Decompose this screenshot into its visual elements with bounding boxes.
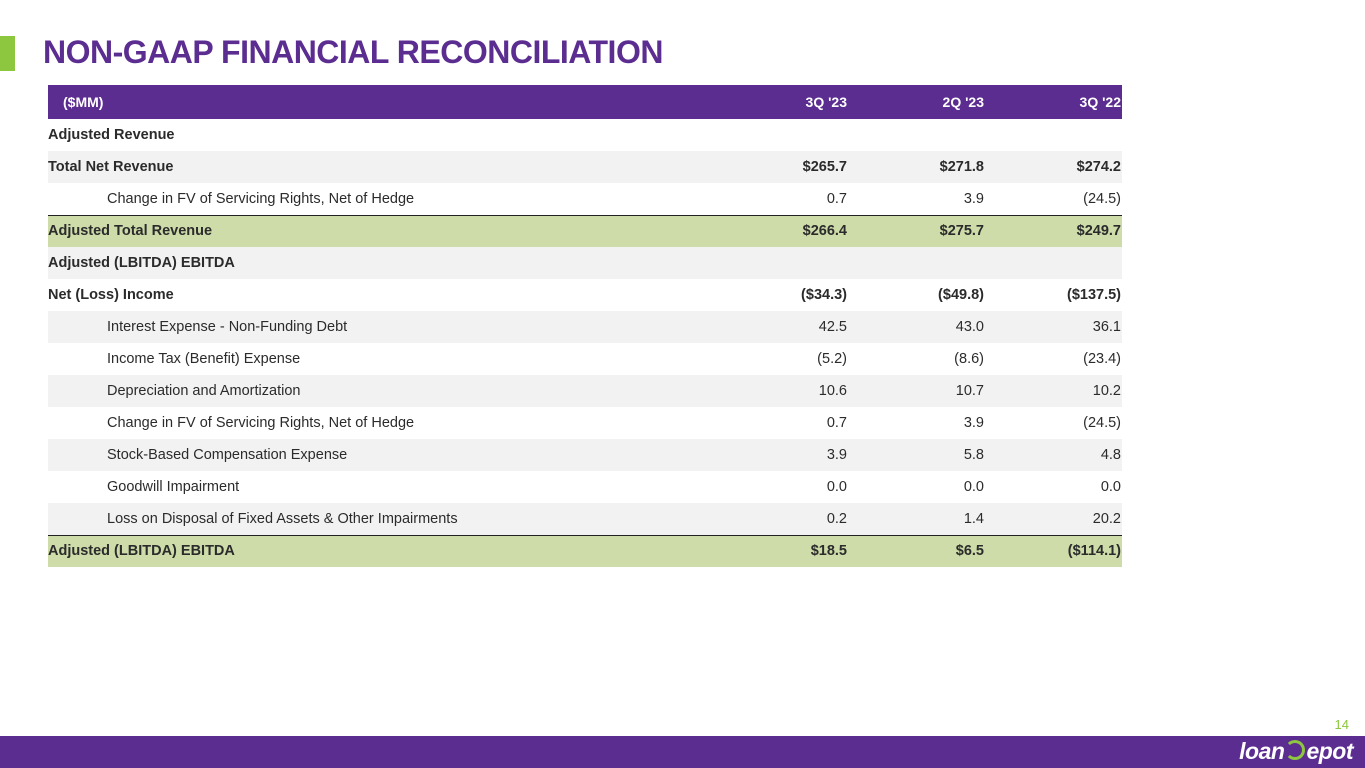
section-header-row: Adjusted (LBITDA) EBITDA (48, 247, 1122, 279)
row-value: 10.6 (818, 383, 847, 399)
row-value: 10.7 (955, 383, 984, 399)
row-value: 42.5 (818, 319, 847, 335)
logo-text-left: loan (1239, 738, 1285, 764)
row-value: ($49.8) (938, 287, 984, 303)
row-value: (24.5) (1083, 190, 1121, 207)
row-value: $275.7 (848, 214, 985, 247)
logo-text-right: epot (1306, 738, 1353, 764)
row-value (848, 247, 985, 279)
row-label: Change in FV of Servicing Rights, Net of… (107, 190, 415, 207)
table-row: Change in FV of Servicing Rights, Net of… (48, 407, 1122, 439)
column-header-3q22: 3Q '22 (1079, 94, 1121, 110)
row-value: ($137.5) (1066, 287, 1121, 303)
row-label: Adjusted Revenue (48, 127, 175, 143)
row-value: 0.7 (826, 190, 847, 207)
row-value: 0.0 (1100, 479, 1121, 495)
row-value: 0.2 (826, 510, 847, 527)
row-value (748, 247, 848, 279)
title-accent-bar (0, 36, 15, 71)
total-row: Adjusted (LBITDA) EBITDA $18.5 $6.5 ($11… (48, 534, 1122, 567)
table-row: Goodwill Impairment 0.0 0.0 0.0 (48, 471, 1122, 503)
table-header-row: ($MM) 3Q '23 2Q '23 3Q '22 (48, 85, 1122, 119)
section-header-row: Adjusted Revenue (48, 119, 1122, 151)
row-value: (8.6) (954, 351, 984, 367)
row-value: $274.2 (1076, 159, 1121, 175)
row-value: 0.7 (826, 415, 847, 431)
row-value: $6.5 (848, 534, 985, 567)
table-row: Income Tax (Benefit) Expense (5.2) (8.6)… (48, 343, 1122, 375)
page-number: 14 (1334, 717, 1349, 732)
table-row: Net (Loss) Income ($34.3) ($49.8) ($137.… (48, 279, 1122, 311)
total-row: Adjusted Total Revenue $266.4 $275.7 $24… (48, 214, 1122, 247)
row-value: (5.2) (817, 351, 847, 367)
page-title: NON-GAAP FINANCIAL RECONCILIATION (43, 34, 663, 70)
row-label: Change in FV of Servicing Rights, Net of… (107, 415, 415, 431)
row-label: Adjusted (LBITDA) EBITDA (48, 534, 748, 567)
column-header-2q23: 2Q '23 (942, 94, 984, 110)
row-value (748, 119, 848, 151)
row-value: 36.1 (1092, 319, 1121, 335)
row-value: $249.7 (985, 214, 1122, 247)
row-value: 4.8 (1100, 447, 1121, 463)
row-label: Stock-Based Compensation Expense (107, 447, 348, 463)
row-value: 3.9 (826, 447, 847, 463)
row-label: Income Tax (Benefit) Expense (107, 351, 301, 367)
company-logo: loan epot (1239, 738, 1353, 765)
table-row: Loss on Disposal of Fixed Assets & Other… (48, 503, 1122, 535)
column-header-3q23: 3Q '23 (805, 94, 847, 110)
row-label: Depreciation and Amortization (107, 383, 301, 399)
logo-d-mark-icon (1285, 740, 1306, 760)
column-header-units: ($MM) (63, 94, 104, 110)
row-value: 3.9 (963, 190, 984, 207)
row-value (848, 119, 985, 151)
row-value (985, 247, 1122, 279)
row-value: 0.0 (826, 479, 847, 495)
row-value (985, 119, 1122, 151)
row-value: $266.4 (748, 214, 848, 247)
table-row: Depreciation and Amortization 10.6 10.7 … (48, 375, 1122, 407)
row-label: Net (Loss) Income (48, 287, 174, 303)
row-label: Interest Expense - Non-Funding Debt (107, 319, 348, 335)
table-row: Interest Expense - Non-Funding Debt 42.5… (48, 311, 1122, 343)
row-value: 3.9 (963, 415, 984, 431)
row-value: ($34.3) (801, 287, 847, 303)
row-label: Goodwill Impairment (107, 479, 240, 495)
row-value: 1.4 (963, 510, 984, 527)
row-value: $265.7 (802, 159, 847, 175)
row-value: $271.8 (939, 159, 984, 175)
row-label: Loss on Disposal of Fixed Assets & Other… (107, 510, 458, 527)
row-value: 5.8 (963, 447, 984, 463)
table-row: Change in FV of Servicing Rights, Net of… (48, 183, 1122, 215)
row-label: Adjusted (LBITDA) EBITDA (48, 255, 235, 271)
row-value: ($114.1) (985, 534, 1122, 567)
row-value: 0.0 (963, 479, 984, 495)
row-value: $18.5 (748, 534, 848, 567)
row-value: 20.2 (1092, 510, 1121, 527)
table-row: Stock-Based Compensation Expense 3.9 5.8… (48, 439, 1122, 471)
row-value: 43.0 (955, 319, 984, 335)
reconciliation-table: ($MM) 3Q '23 2Q '23 3Q '22 Adjusted Reve… (48, 85, 1122, 567)
footer-bar: loan epot (0, 736, 1365, 768)
row-label: Total Net Revenue (48, 159, 174, 175)
row-value: 10.2 (1092, 383, 1121, 399)
row-label: Adjusted Total Revenue (48, 214, 748, 247)
table-row: Total Net Revenue $265.7 $271.8 $274.2 (48, 151, 1122, 183)
row-value: (24.5) (1083, 415, 1121, 431)
row-value: (23.4) (1083, 351, 1121, 367)
